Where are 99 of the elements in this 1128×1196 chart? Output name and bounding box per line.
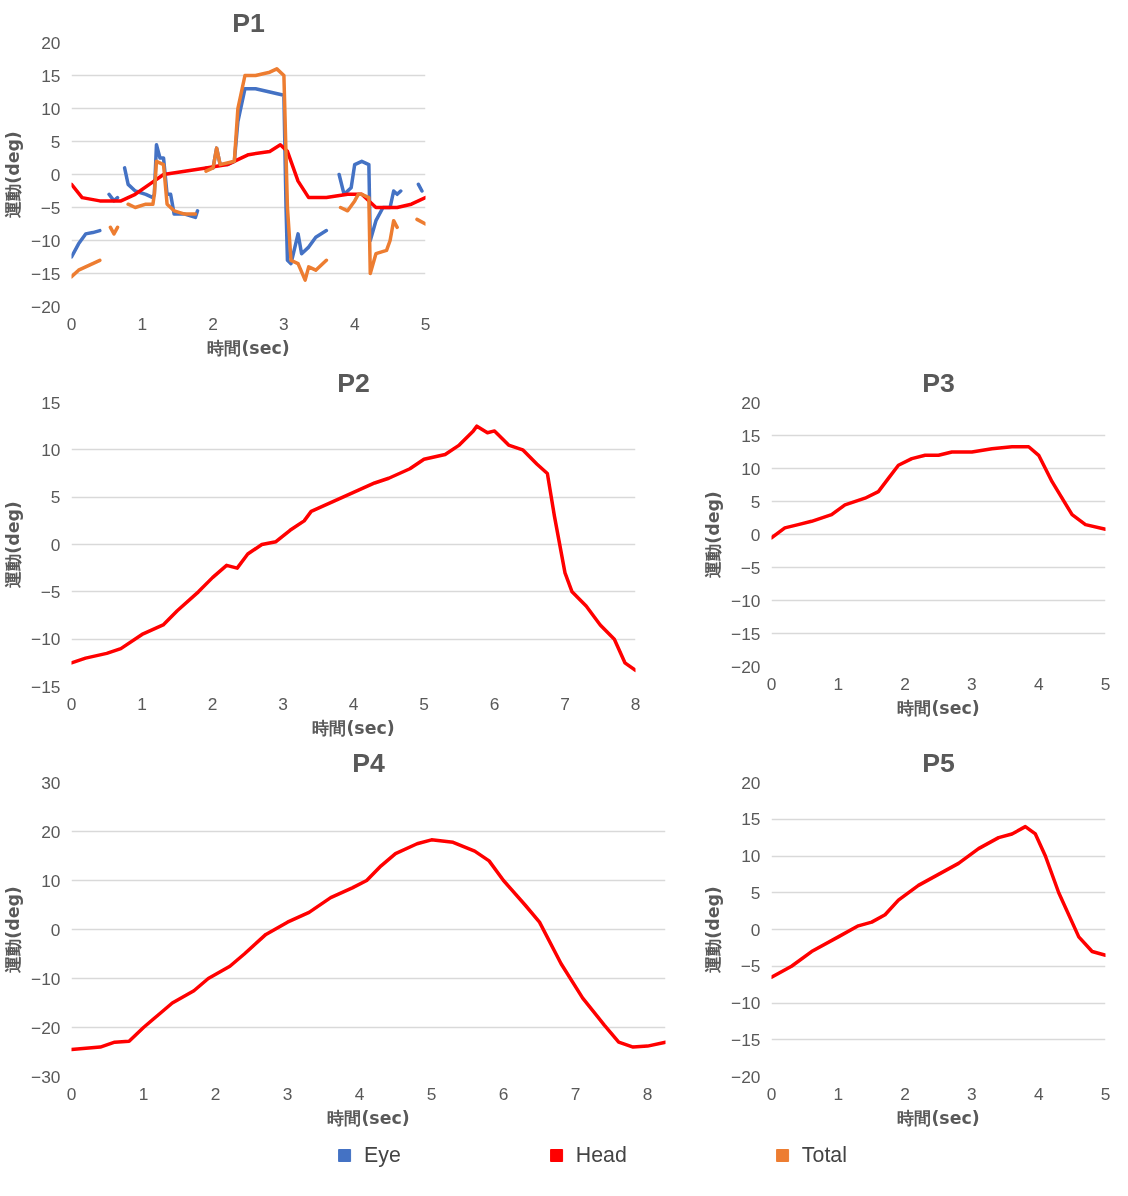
x-tick-label: 0 <box>66 693 77 714</box>
x-tick-label: 2 <box>900 1083 910 1104</box>
y-tick-label: 0 <box>50 919 61 940</box>
y-tick-label: −15 <box>731 1029 761 1050</box>
y-tick-label: 10 <box>741 846 761 866</box>
x-tick-label: 4 <box>348 693 359 714</box>
x-tick-label: 0 <box>766 1083 777 1104</box>
y-tick-label: −15 <box>31 676 61 697</box>
x-axis-title: 時間(sec) <box>897 1107 980 1128</box>
x-tick-label: 1 <box>138 1083 149 1104</box>
y-tick-label: −20 <box>731 656 761 677</box>
y-tick-label: −10 <box>731 590 761 611</box>
y-tick-label: −5 <box>740 956 761 977</box>
y-tick-label: −5 <box>740 557 761 578</box>
x-tick-label: 3 <box>967 1083 977 1104</box>
chart-title: P2 <box>337 367 370 398</box>
x-tick-label: 6 <box>498 1083 509 1104</box>
y-tick-label: 10 <box>41 870 61 891</box>
x-tick-label: 2 <box>900 673 910 694</box>
y-tick-label: 10 <box>41 98 61 119</box>
y-axis-title: 運動(deg) <box>703 491 724 579</box>
y-axis-title: 運動(deg) <box>3 131 24 219</box>
y-tick-label: −15 <box>31 263 61 284</box>
x-axis-title: 時間(sec) <box>897 697 980 718</box>
y-tick-label: 5 <box>50 487 61 508</box>
x-tick-label: 5 <box>419 693 429 714</box>
y-tick-label: −10 <box>731 993 761 1013</box>
x-tick-label: 0 <box>66 1083 77 1104</box>
y-tick-label: 0 <box>50 164 61 185</box>
chart-title: P3 <box>922 367 955 398</box>
y-tick-label: 0 <box>50 534 61 555</box>
x-tick-label: 2 <box>208 313 218 334</box>
y-tick-label: −30 <box>31 1066 61 1087</box>
chart-title: P4 <box>352 747 385 778</box>
line-series <box>771 444 1106 540</box>
x-tick-label: 4 <box>1033 673 1044 694</box>
x-tick-label: 4 <box>354 1083 365 1104</box>
y-tick-label: −20 <box>31 296 61 317</box>
y-tick-label: 20 <box>741 392 761 413</box>
y-tick-label: 0 <box>750 524 761 545</box>
x-axis-title: 時間(sec) <box>327 1107 410 1128</box>
y-tick-label: −5 <box>40 197 61 218</box>
x-tick-label: 5 <box>1100 1083 1111 1104</box>
x-tick-label: 6 <box>489 693 500 714</box>
y-axis-title: 運動(deg) <box>3 501 24 589</box>
y-axis-title: 運動(deg) <box>703 886 724 974</box>
x-tick-label: 4 <box>349 313 360 334</box>
y-tick-label: −5 <box>40 581 61 602</box>
y-tick-label: −20 <box>31 1017 61 1038</box>
y-tick-label: 10 <box>41 439 61 460</box>
x-tick-label: 1 <box>833 673 844 694</box>
x-tick-label: 4 <box>1033 1083 1044 1104</box>
y-tick-label: −10 <box>31 968 61 989</box>
y-tick-label: 20 <box>741 772 761 793</box>
x-tick-label: 5 <box>420 313 431 334</box>
line-series <box>71 424 636 673</box>
y-tick-label: −15 <box>731 623 761 644</box>
y-tick-label: 30 <box>41 772 61 793</box>
y-tick-label: 5 <box>50 131 61 152</box>
y-tick-label: 0 <box>750 919 761 940</box>
x-tick-label: 5 <box>1100 673 1111 694</box>
line-series <box>771 824 1106 980</box>
y-tick-label: 15 <box>741 809 761 830</box>
legend-label: Total <box>801 1142 847 1168</box>
y-tick-label: 15 <box>41 65 61 86</box>
y-tick-label: 5 <box>750 491 761 512</box>
y-tick-label: 15 <box>741 425 761 446</box>
chart-title: P1 <box>232 7 265 38</box>
x-tick-label: 1 <box>137 313 148 334</box>
y-tick-label: −10 <box>31 629 61 650</box>
y-tick-label: 10 <box>741 458 761 479</box>
x-tick-label: 0 <box>66 313 77 334</box>
y-tick-label: 20 <box>41 32 61 53</box>
y-tick-label: −20 <box>731 1066 761 1087</box>
x-tick-label: 2 <box>207 693 218 714</box>
x-axis-title: 時間(sec) <box>312 717 395 738</box>
x-tick-label: 3 <box>279 313 289 334</box>
x-tick-label: 8 <box>642 1083 653 1104</box>
y-tick-label: −10 <box>31 230 61 251</box>
x-tick-label: 7 <box>570 1083 581 1104</box>
legend-label: Eye <box>364 1142 401 1168</box>
x-tick-label: 1 <box>137 693 147 714</box>
y-tick-label: 5 <box>750 882 761 903</box>
x-tick-label: 7 <box>560 693 570 714</box>
x-tick-label: 3 <box>278 693 288 714</box>
y-tick-label: 15 <box>41 392 61 413</box>
y-axis-title: 運動(deg) <box>3 886 24 974</box>
x-tick-label: 2 <box>210 1083 221 1104</box>
x-tick-label: 0 <box>766 673 777 694</box>
x-tick-label: 5 <box>426 1083 437 1104</box>
line-series <box>71 838 666 1052</box>
x-tick-label: 1 <box>833 1083 844 1104</box>
x-tick-label: 3 <box>967 673 977 694</box>
legend-label: Head <box>575 1142 627 1168</box>
x-tick-label: 3 <box>282 1083 293 1104</box>
chart-title: P5 <box>922 747 955 778</box>
y-tick-label: 20 <box>41 821 61 842</box>
x-axis-title: 時間(sec) <box>207 337 290 358</box>
x-tick-label: 8 <box>630 693 641 714</box>
